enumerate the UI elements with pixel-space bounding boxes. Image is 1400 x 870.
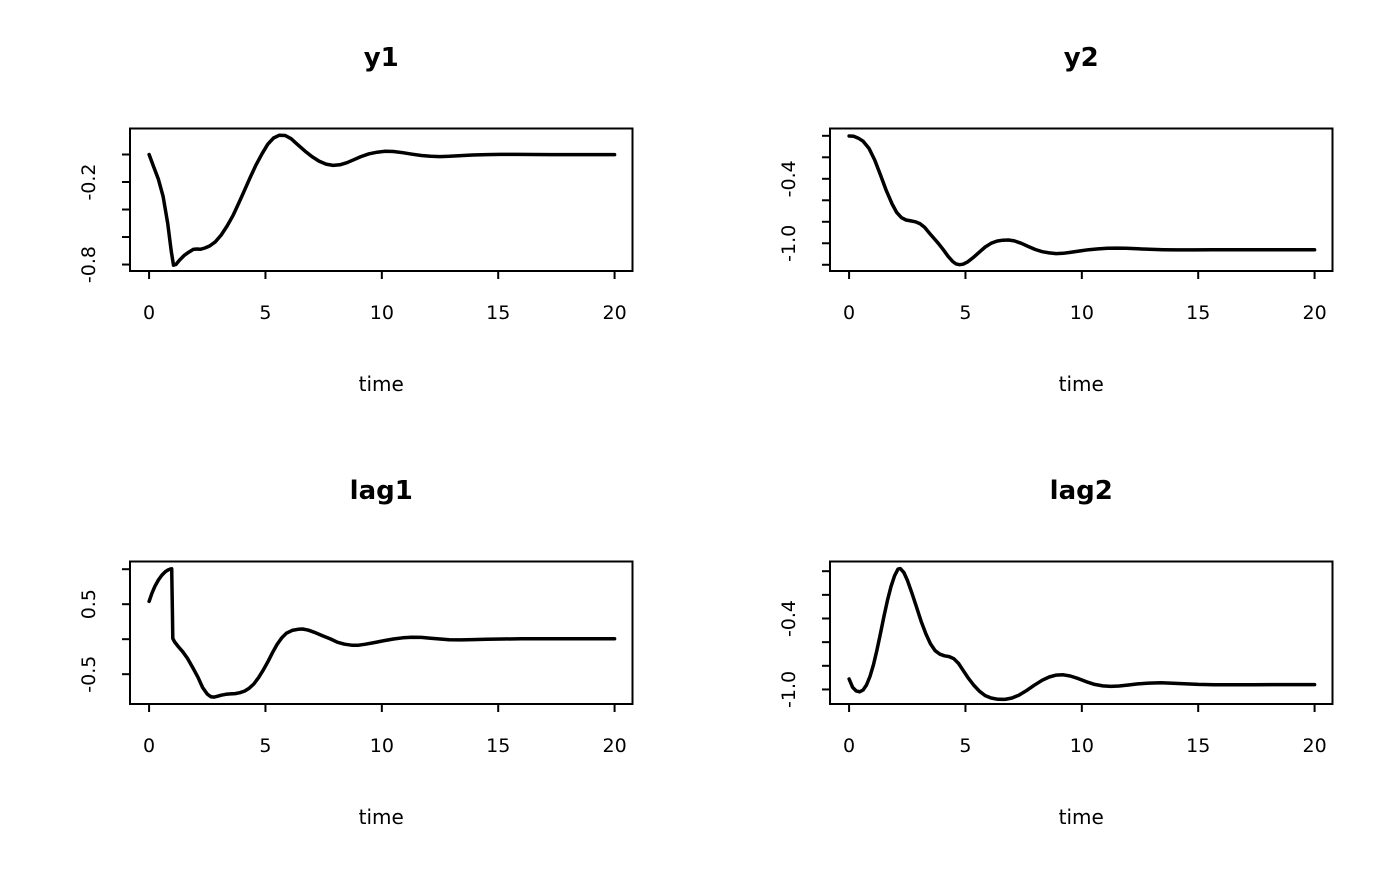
y-tick-label: -1.0 [778,671,800,708]
x-tick-label: 15 [1186,735,1210,757]
x-axis-label: time [359,372,404,396]
plot-y2: y2 0 5 10 15 20 -0.4 -1.0 time [778,43,1334,396]
plot-title: lag2 [1050,476,1113,506]
x-tick-label: 20 [602,302,626,324]
x-tick-label: 0 [843,735,855,757]
y-tick-label: -1.0 [778,225,800,262]
x-tick-label: 5 [259,735,271,757]
plot-panel-lag2: lag2 0 5 10 15 20 -0.4 -1.0 time [700,433,1400,866]
plot-box [129,127,634,272]
y-tick-label: -0.8 [78,246,100,283]
plot-lag1: lag1 0 5 10 15 20 0.5 -0.5 time [78,476,634,829]
series-line-lag2 [847,566,1317,702]
x-axis-label: time [1059,805,1104,829]
plot-box [129,560,634,705]
y-tick-label: -0.2 [78,163,100,200]
plot-title: y2 [1064,43,1099,73]
y-tick-label: -0.5 [78,656,100,693]
series-line-lag1 [147,567,617,699]
x-tick-label: 0 [843,302,855,324]
x-tick-label: 5 [259,302,271,324]
plot-panel-y2: y2 0 5 10 15 20 -0.4 -1.0 time [700,0,1400,433]
plot-box [829,560,1334,705]
x-tick-label: 20 [1302,302,1326,324]
x-tick-label: 10 [1070,302,1094,324]
x-tick-label: 15 [1186,302,1210,324]
x-axis-label: time [1059,372,1104,396]
plot-y1: y1 0 5 10 15 20 -0.2 -0.8 time [78,43,634,396]
x-tick-label: 10 [370,302,394,324]
x-tick-label: 5 [959,302,971,324]
x-tick-label: 0 [143,735,155,757]
x-tick-label: 15 [486,302,510,324]
x-axis-label: time [359,805,404,829]
plot-panel-y1: y1 0 5 10 15 20 -0.2 -0.8 time [0,0,700,433]
x-tick-label: 20 [1302,735,1326,757]
x-tick-label: 10 [1070,735,1094,757]
plot-box [829,127,1334,272]
plot-title: lag1 [350,476,413,506]
x-tick-label: 10 [370,735,394,757]
plot-lag2: lag2 0 5 10 15 20 -0.4 -1.0 time [778,476,1334,829]
series-line-y1 [147,133,617,267]
x-tick-label: 20 [602,735,626,757]
x-tick-label: 15 [486,735,510,757]
y-tick-label: -0.4 [778,600,800,637]
y-tick-label: -0.4 [778,160,800,197]
y-tick-label: 0.5 [78,589,100,619]
plot-title: y1 [364,43,399,73]
x-tick-label: 5 [959,735,971,757]
series-line-y2 [847,134,1317,267]
x-tick-label: 0 [143,302,155,324]
plot-panel-lag1: lag1 0 5 10 15 20 0.5 -0.5 time [0,433,700,866]
